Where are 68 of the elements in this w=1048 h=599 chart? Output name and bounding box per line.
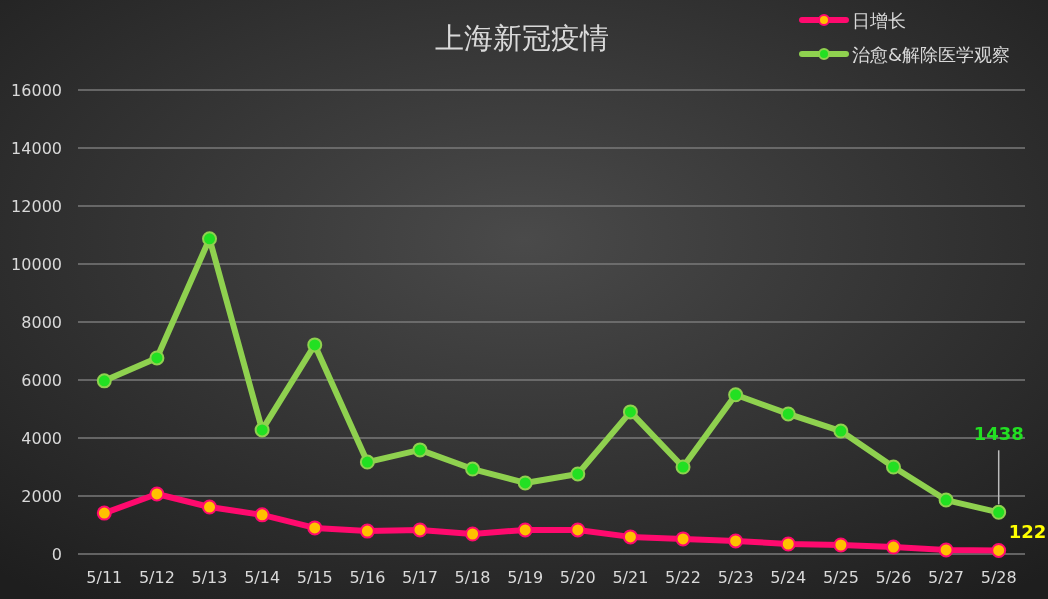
point: [780, 536, 796, 552]
point: [254, 507, 270, 523]
y-tick-label: 14000: [11, 139, 62, 158]
point: [675, 531, 691, 547]
point: [359, 523, 375, 539]
y-tick-label: 12000: [11, 197, 62, 216]
point: [149, 486, 165, 502]
chart-title: 上海新冠疫情: [435, 21, 609, 55]
point: [728, 533, 744, 549]
point: [465, 526, 481, 542]
point: [991, 542, 1007, 558]
point: [465, 461, 481, 477]
x-tick-label: 5/28: [980, 568, 1017, 587]
point: [885, 539, 901, 555]
legend-label: 治愈&解除医学观察: [852, 44, 1011, 65]
point: [96, 505, 112, 521]
x-tick-label: 5/21: [612, 568, 649, 587]
point: [622, 529, 638, 545]
y-tick-label: 10000: [11, 255, 62, 274]
point: [991, 504, 1007, 520]
point: [675, 459, 691, 475]
x-tick-label: 5/20: [559, 568, 596, 587]
x-tick-label: 5/19: [507, 568, 544, 587]
point: [359, 454, 375, 470]
point: [885, 459, 901, 475]
point: [412, 522, 428, 538]
x-tick-label: 5/25: [822, 568, 859, 587]
point: [96, 373, 112, 389]
point: [833, 537, 849, 553]
point: [307, 520, 323, 536]
point: [570, 522, 586, 538]
x-tick-label: 5/13: [191, 568, 228, 587]
point: [728, 387, 744, 403]
point: [202, 231, 218, 247]
y-tick-label: 2000: [21, 487, 62, 506]
annotation: 122: [1008, 521, 1047, 543]
point: [570, 466, 586, 482]
y-tick-label: 4000: [21, 429, 62, 448]
point: [780, 406, 796, 422]
point: [938, 542, 954, 558]
y-tick-label: 16000: [11, 81, 62, 100]
y-tick-label: 8000: [21, 313, 62, 332]
x-tick-label: 5/27: [928, 568, 965, 587]
x-tick-label: 5/11: [86, 568, 123, 587]
point: [307, 337, 323, 353]
point: [622, 404, 638, 420]
x-tick-label: 5/23: [717, 568, 754, 587]
x-tick-label: 5/15: [296, 568, 333, 587]
point: [254, 422, 270, 438]
x-tick-label: 5/22: [665, 568, 701, 587]
y-tick-label: 0: [51, 545, 62, 564]
point: [149, 350, 165, 366]
point: [938, 492, 954, 508]
y-tick-label: 6000: [21, 371, 62, 390]
point: [202, 499, 218, 515]
annotation: 1438: [973, 423, 1024, 445]
point: [517, 522, 533, 538]
x-tick-label: 5/17: [402, 568, 438, 587]
x-tick-label: 5/16: [349, 568, 386, 587]
x-tick-label: 5/26: [875, 568, 912, 587]
point: [412, 442, 428, 458]
point: [517, 475, 533, 491]
x-tick-label: 5/14: [244, 568, 281, 587]
x-tick-label: 5/18: [454, 568, 491, 587]
x-tick-label: 5/24: [770, 568, 807, 587]
point: [833, 423, 849, 439]
x-tick-label: 5/12: [138, 568, 175, 587]
legend-label: 日增长: [852, 10, 906, 31]
